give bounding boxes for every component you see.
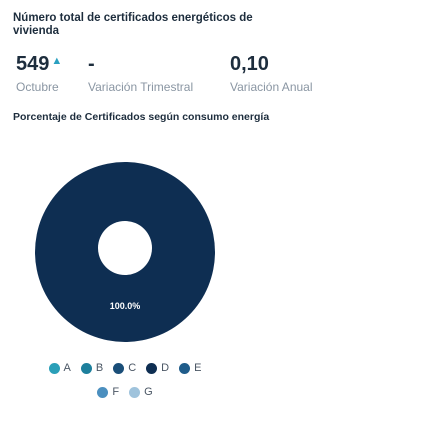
metric-value: - (88, 53, 95, 75)
legend-item-b[interactable]: B (80, 362, 104, 374)
legend-label: A (63, 362, 71, 374)
metric-label: Variación Anual (230, 80, 313, 94)
legend-swatch-icon (129, 386, 141, 398)
legend-item-e[interactable]: E (179, 362, 201, 374)
legend-swatch-icon (97, 386, 109, 398)
donut-chart[interactable]: 100.0% (34, 161, 216, 343)
legend-label: F (112, 386, 120, 398)
legend-label: C (128, 362, 137, 374)
legend-item-f[interactable]: F (97, 386, 119, 398)
metric-label: Octubre (16, 80, 59, 94)
legend-item-a[interactable]: A (48, 362, 71, 374)
legend-swatch-icon (179, 362, 191, 374)
legend-label: B (95, 362, 104, 374)
legend-label: E (194, 362, 202, 374)
metric-monthly: 549 ▲ Octubre (16, 52, 62, 94)
donut-hole (98, 221, 152, 275)
legend-swatch-icon (48, 362, 60, 374)
legend-swatch-icon (113, 362, 125, 374)
legend-item-g[interactable]: G (129, 386, 153, 398)
trend-up-icon: ▲ (51, 55, 63, 67)
metric-value: 549 (16, 53, 50, 75)
slice-value-label: 100.0% (110, 301, 141, 311)
metric-value: 0,10 (230, 53, 269, 75)
legend-item-d[interactable]: D (146, 362, 169, 374)
legend-swatch-icon (80, 362, 92, 374)
metric-label: Variación Trimestral (88, 80, 194, 94)
chart-title: Porcentaje de Certificados según consumo… (13, 111, 270, 123)
legend-label: D (161, 362, 170, 374)
card-title: Número total de certificados energéticos… (13, 12, 253, 37)
legend-item-c[interactable]: C (113, 362, 136, 374)
metric-annual: 0,10 Variación Anual (230, 52, 313, 94)
metric-quarterly: - Variación Trimestral (88, 52, 193, 94)
legend-swatch-icon (146, 362, 158, 374)
chart-legend: A B C D E (0, 362, 250, 374)
legend-label: G (144, 386, 153, 398)
